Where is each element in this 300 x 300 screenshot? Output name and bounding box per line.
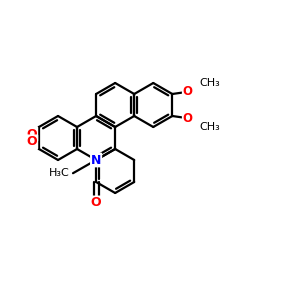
Text: O: O — [27, 135, 37, 148]
Text: N: N — [91, 154, 101, 166]
Text: CH₃: CH₃ — [200, 78, 220, 88]
Text: O: O — [183, 112, 193, 125]
Text: CH₃: CH₃ — [200, 122, 220, 132]
Text: H₃C: H₃C — [49, 168, 70, 178]
Text: O: O — [27, 128, 37, 141]
Text: O: O — [91, 196, 101, 209]
Text: O: O — [183, 85, 193, 98]
